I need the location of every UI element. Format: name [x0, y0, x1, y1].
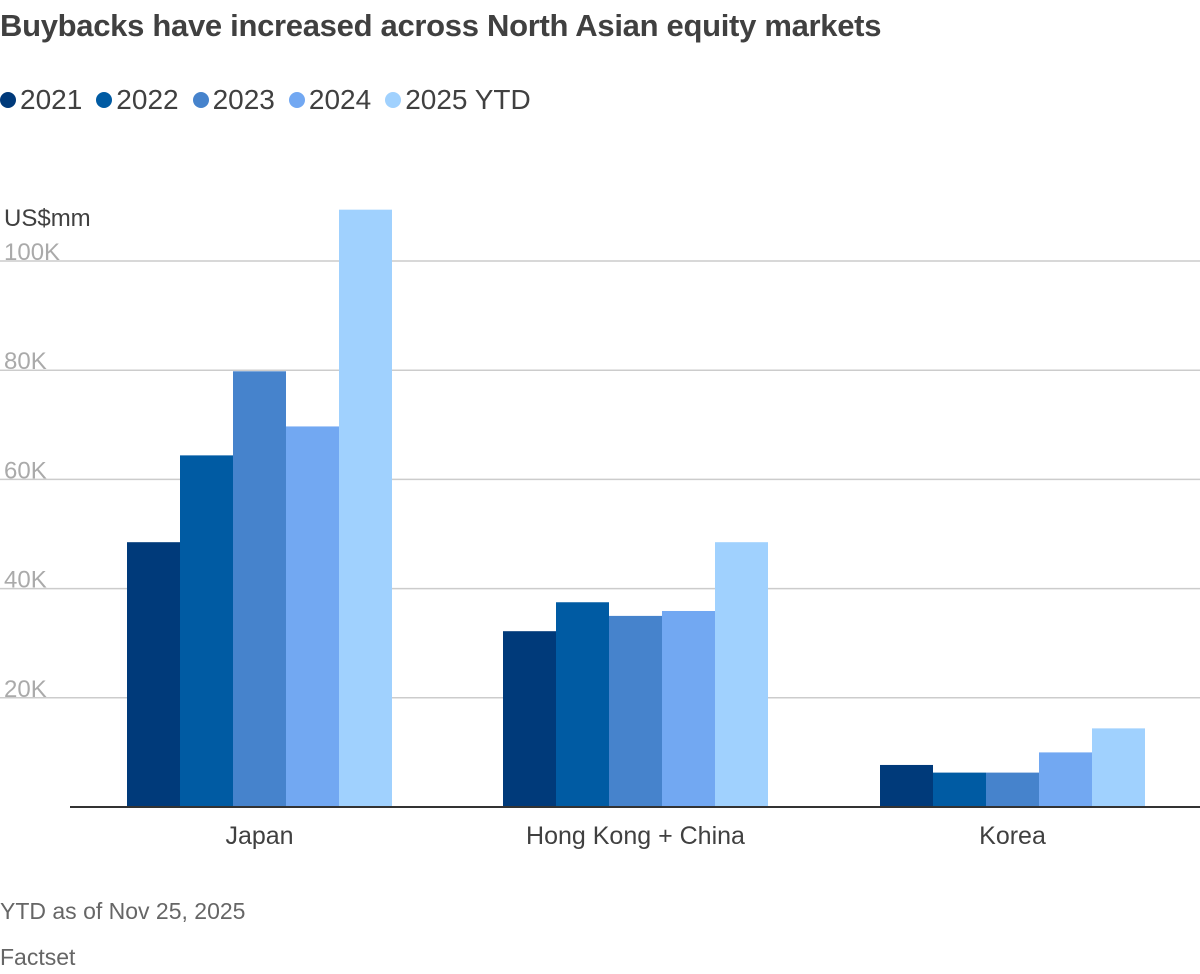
legend-label: 2024 — [308, 84, 372, 115]
legend-swatch — [288, 92, 305, 108]
bar — [180, 455, 233, 807]
legend-label: 2021 — [20, 84, 83, 115]
y-tick-label: 100K — [4, 239, 60, 266]
legend: 2021 2022 2023 2024 2025 YTD — [0, 84, 545, 116]
bar — [127, 542, 180, 807]
legend-label: 2022 — [116, 84, 179, 115]
x-tick-label: Hong Kong + China — [526, 822, 745, 850]
bar — [286, 426, 339, 807]
bar — [715, 542, 768, 807]
legend-label: 2023 — [212, 84, 275, 115]
legend-swatch — [96, 92, 113, 108]
bar — [880, 764, 933, 807]
bar — [503, 631, 556, 807]
legend-swatch — [385, 92, 402, 108]
footnote: YTD as of Nov 25, 2025 — [0, 898, 246, 924]
legend-swatch — [192, 92, 209, 108]
y-tick-label: 60K — [4, 457, 47, 484]
y-tick-label: 20K — [4, 676, 47, 703]
bar — [662, 610, 715, 807]
legend-item: 2022 — [96, 84, 179, 116]
bar — [1039, 752, 1092, 807]
legend-item: 2023 — [192, 84, 275, 116]
bar — [986, 772, 1039, 807]
legend-item: 2024 — [288, 84, 372, 116]
source-note: Factset — [0, 944, 76, 970]
bar — [339, 209, 392, 807]
bar — [933, 772, 986, 807]
legend-item: 2025 YTD — [385, 84, 531, 116]
legend-label: 2025 YTD — [405, 84, 531, 115]
y-tick-label: 40K — [4, 567, 47, 594]
x-tick-label: Japan — [225, 822, 293, 850]
bar — [233, 371, 286, 807]
y-tick-label: 80K — [4, 348, 47, 375]
legend-swatch — [0, 92, 16, 108]
bar — [556, 602, 609, 807]
legend-item: 2021 — [0, 84, 82, 116]
x-tick-label: Korea — [979, 822, 1046, 850]
bar — [1092, 728, 1145, 807]
chart-title: Buybacks have increased across North Asi… — [0, 8, 882, 43]
bar — [609, 615, 662, 807]
y-axis-label: US$mm — [4, 205, 91, 232]
